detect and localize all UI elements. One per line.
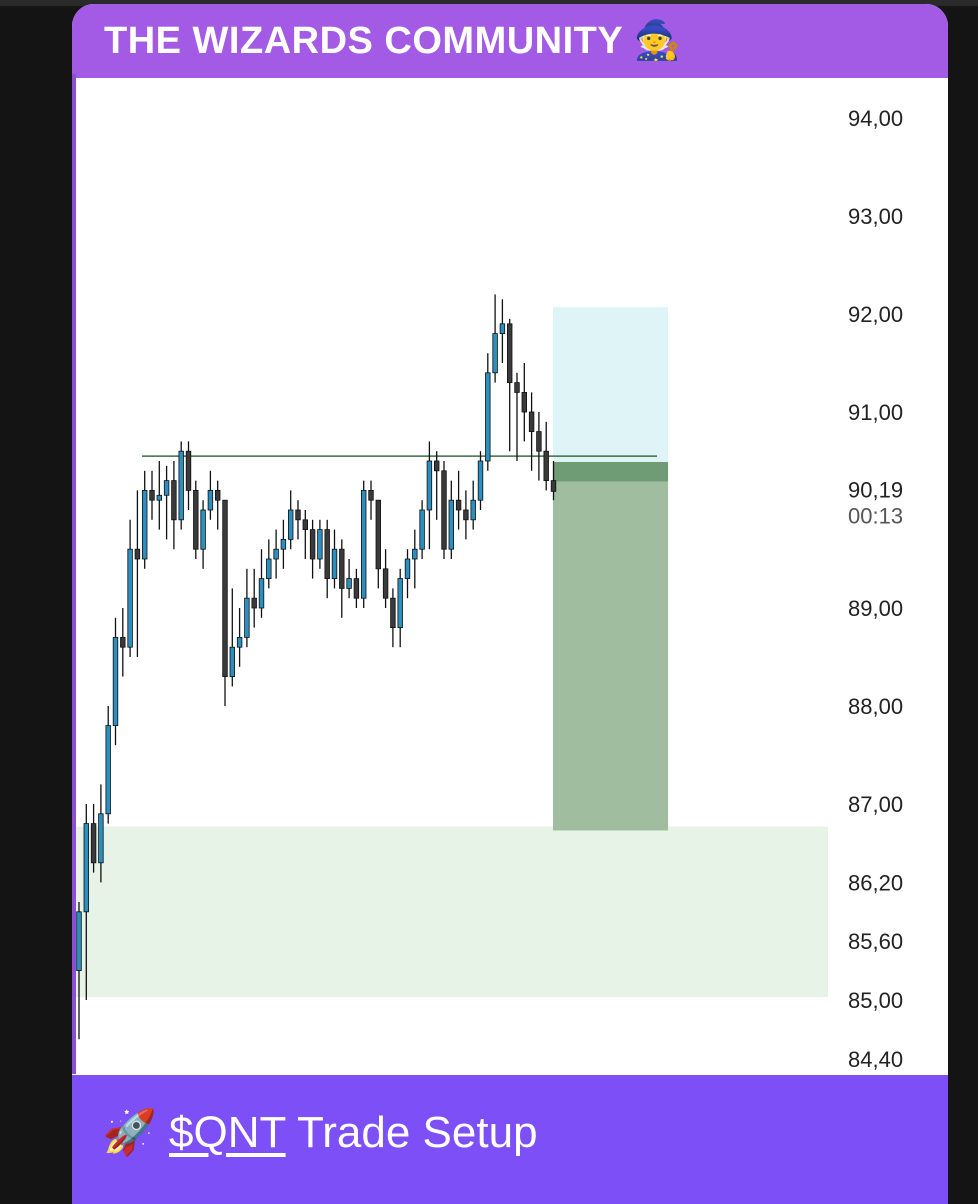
candle-body xyxy=(499,323,506,335)
bubble-left-edge xyxy=(72,74,76,1074)
channel-title: THE WIZARDS COMMUNITY xyxy=(104,20,623,62)
candle-body xyxy=(433,460,440,472)
candle-body xyxy=(120,637,126,648)
candle-body xyxy=(295,509,301,521)
candle-body xyxy=(492,333,498,374)
candle-body xyxy=(134,548,141,560)
candle-body xyxy=(142,489,148,560)
candle-countdown-label: 00:13 xyxy=(848,503,903,528)
candle-body xyxy=(200,509,206,550)
wizard-hat-icon: 🧙 xyxy=(633,20,682,62)
candle-body xyxy=(419,509,425,550)
candle-body xyxy=(185,450,192,491)
current-price-label: 90,19 xyxy=(848,477,903,502)
candle-body xyxy=(514,382,520,393)
candle-body xyxy=(397,578,403,629)
candle-body xyxy=(287,509,294,540)
candle-body xyxy=(521,391,527,413)
ticker-link[interactable]: $QNT xyxy=(169,1108,286,1157)
y-tick-label: 84,40 xyxy=(848,1047,903,1072)
risk-zone xyxy=(553,481,668,831)
y-tick-label: 93,00 xyxy=(848,204,903,229)
candle-body xyxy=(485,372,491,462)
candle-body xyxy=(382,568,389,599)
candle-body xyxy=(324,529,330,580)
message-caption: 🚀 $QNT Trade Setup xyxy=(72,1075,948,1204)
candle-body xyxy=(280,538,287,550)
candle-body xyxy=(222,499,228,678)
y-tick-label: 92,00 xyxy=(848,302,903,327)
y-tick-label: 88,00 xyxy=(848,694,903,719)
message-bubble[interactable]: THE WIZARDS COMMUNITY 🧙 94,00 93,00 92,00 9… xyxy=(72,4,948,1204)
candle-body xyxy=(258,578,265,609)
candle-body xyxy=(470,499,476,521)
chart-svg: 94,00 93,00 92,00 91,00 89,00 88,00 87,00 86,20… xyxy=(76,106,903,1072)
candle-body xyxy=(339,548,345,589)
candle-body xyxy=(426,460,433,511)
candle-body xyxy=(353,578,360,599)
candle-body xyxy=(412,548,418,560)
candle-body xyxy=(149,489,155,501)
candle-body xyxy=(156,494,162,501)
candle-body xyxy=(98,813,104,864)
candle-body xyxy=(528,411,535,433)
candle-body xyxy=(360,489,367,599)
candle-body xyxy=(178,450,184,521)
candle-body xyxy=(346,578,352,589)
candle-body xyxy=(76,911,82,971)
entry-band xyxy=(553,461,668,482)
candle-body xyxy=(463,509,469,521)
candle-body xyxy=(236,637,243,648)
y-tick-label: 89,00 xyxy=(848,596,903,621)
candle-body xyxy=(207,489,214,511)
y-tick-label: 85,60 xyxy=(848,929,903,954)
candle-body xyxy=(273,548,279,560)
candle-body xyxy=(244,597,250,638)
candle-body xyxy=(193,489,199,550)
candle-body xyxy=(331,548,338,580)
candle-body xyxy=(251,597,257,609)
candle-body xyxy=(309,529,316,560)
candle-body xyxy=(127,548,133,648)
candle-body xyxy=(506,323,513,384)
candle-body xyxy=(441,470,447,550)
candle-body xyxy=(266,558,272,580)
price-chart: 94,00 93,00 92,00 91,00 89,00 88,00 87,00 86,20… xyxy=(76,78,948,1075)
y-tick-label: 94,00 xyxy=(848,106,903,131)
window-top-strip xyxy=(0,0,978,6)
candle-body xyxy=(105,725,111,815)
candle-body xyxy=(171,480,177,521)
candle-body xyxy=(112,637,119,727)
channel-header: THE WIZARDS COMMUNITY 🧙 xyxy=(72,4,948,78)
candle-body xyxy=(214,489,221,501)
rocket-icon: 🚀 xyxy=(102,1108,157,1157)
caption-text: Trade Setup xyxy=(285,1108,538,1157)
candle-body xyxy=(83,823,89,913)
candle-body xyxy=(317,529,323,560)
y-tick-label: 86,20 xyxy=(848,870,903,895)
target-zone xyxy=(553,307,668,462)
y-tick-label: 91,00 xyxy=(848,400,903,425)
candle-body xyxy=(536,431,542,452)
candle-body xyxy=(404,558,411,580)
candle-body xyxy=(302,519,308,530)
candle-body xyxy=(375,499,381,570)
y-tick-label: 87,00 xyxy=(848,792,903,817)
candle-body xyxy=(550,480,557,492)
candle-body xyxy=(368,489,374,501)
candle-body xyxy=(163,480,170,496)
candle-body xyxy=(543,450,549,482)
candle-body xyxy=(390,597,396,629)
candle-body xyxy=(477,460,484,501)
candle-body xyxy=(448,499,454,550)
candle-body xyxy=(455,499,462,511)
demand-zone xyxy=(76,826,828,998)
candle-body xyxy=(229,646,235,678)
candle-body xyxy=(90,823,97,864)
y-tick-label: 85,00 xyxy=(848,988,903,1013)
